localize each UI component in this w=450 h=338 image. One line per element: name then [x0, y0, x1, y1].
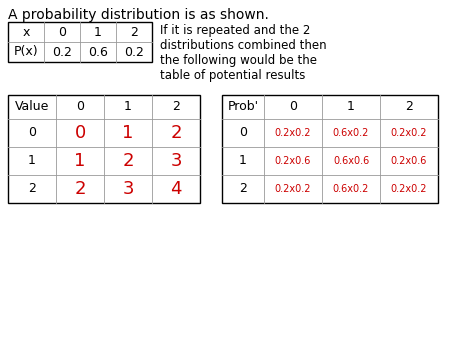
Bar — [8, 22, 152, 62]
Text: 1: 1 — [122, 124, 134, 142]
Text: 0.2: 0.2 — [124, 46, 144, 58]
Text: Value: Value — [15, 100, 49, 114]
Bar — [222, 95, 438, 203]
Text: 0.2x0.6: 0.2x0.6 — [391, 156, 427, 166]
Bar — [8, 95, 200, 203]
Text: Prob': Prob' — [227, 100, 259, 114]
Text: 0: 0 — [289, 100, 297, 114]
Text: 0.6x0.6: 0.6x0.6 — [333, 156, 369, 166]
Text: 1: 1 — [74, 152, 86, 170]
Text: 0.2x0.6: 0.2x0.6 — [275, 156, 311, 166]
Text: 3: 3 — [122, 180, 134, 198]
Text: 1: 1 — [239, 154, 247, 168]
Text: 2: 2 — [130, 25, 138, 39]
Text: 2: 2 — [122, 152, 134, 170]
Text: 2: 2 — [405, 100, 413, 114]
Text: 2: 2 — [170, 124, 182, 142]
Text: 2: 2 — [74, 180, 86, 198]
Text: P(x): P(x) — [14, 46, 38, 58]
Text: 0.6: 0.6 — [88, 46, 108, 58]
Text: 0.2x0.2: 0.2x0.2 — [275, 184, 311, 194]
Text: A probability distribution is as shown.: A probability distribution is as shown. — [8, 8, 269, 22]
Text: 0.6x0.2: 0.6x0.2 — [333, 184, 369, 194]
Text: 0: 0 — [28, 126, 36, 140]
Text: 0.2x0.2: 0.2x0.2 — [275, 128, 311, 138]
Text: 0.2: 0.2 — [52, 46, 72, 58]
Text: 2: 2 — [239, 183, 247, 195]
Text: 0: 0 — [58, 25, 66, 39]
Text: 1: 1 — [94, 25, 102, 39]
Text: 1: 1 — [28, 154, 36, 168]
Text: 0: 0 — [239, 126, 247, 140]
Text: 4: 4 — [170, 180, 182, 198]
Text: 0: 0 — [76, 100, 84, 114]
Text: 2: 2 — [28, 183, 36, 195]
Text: 1: 1 — [124, 100, 132, 114]
Text: 0.2x0.2: 0.2x0.2 — [391, 184, 427, 194]
Text: 3: 3 — [170, 152, 182, 170]
Text: 0: 0 — [74, 124, 86, 142]
Text: x: x — [22, 25, 30, 39]
Text: 1: 1 — [347, 100, 355, 114]
Text: 0.2x0.2: 0.2x0.2 — [391, 128, 427, 138]
Text: 0.6x0.2: 0.6x0.2 — [333, 128, 369, 138]
Text: If it is repeated and the 2
distributions combined then
the following would be t: If it is repeated and the 2 distribution… — [160, 24, 327, 82]
Text: 2: 2 — [172, 100, 180, 114]
